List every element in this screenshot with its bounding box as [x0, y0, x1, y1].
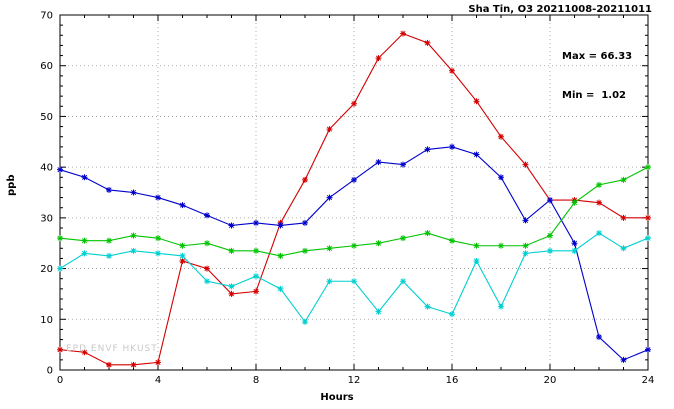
y-tick-label: 70: [40, 11, 53, 22]
y-tick-label: 60: [40, 61, 53, 72]
y-tick-label: 50: [40, 112, 53, 123]
y-tick-label: 30: [40, 213, 53, 224]
x-tick-label: 20: [544, 375, 557, 386]
x-axis-label: Hours: [320, 392, 354, 403]
y-tick-label: 10: [40, 315, 53, 326]
y-tick-label: 20: [40, 264, 53, 275]
y-axis-label: ppb: [6, 174, 17, 196]
max-annotation: Max = 66.33: [562, 51, 633, 62]
x-tick-label: 4: [155, 375, 161, 386]
series-cyan-markers: [57, 230, 651, 325]
series-blue-markers: [57, 143, 651, 363]
plot-border: [59, 14, 649, 371]
chart-title: Sha Tin, O3 20211008-20211011: [468, 4, 652, 15]
x-tick-label: 12: [348, 375, 361, 386]
y-tick-label: 0: [47, 366, 53, 377]
x-tick-label: 8: [253, 375, 259, 386]
x-tick-label: 16: [446, 375, 459, 386]
series-red-markers: [57, 30, 651, 368]
min-annotation: Min = 1.02: [562, 90, 626, 101]
x-tick-label: 24: [642, 375, 655, 386]
series-green-markers: [57, 164, 651, 259]
max-min-annotation: Max = 66.33 Min = 1.02: [562, 24, 632, 128]
watermark: EPD ENVF HKUST: [66, 344, 158, 354]
y-tick-label: 40: [40, 163, 53, 174]
x-tick-label: 0: [57, 375, 63, 386]
